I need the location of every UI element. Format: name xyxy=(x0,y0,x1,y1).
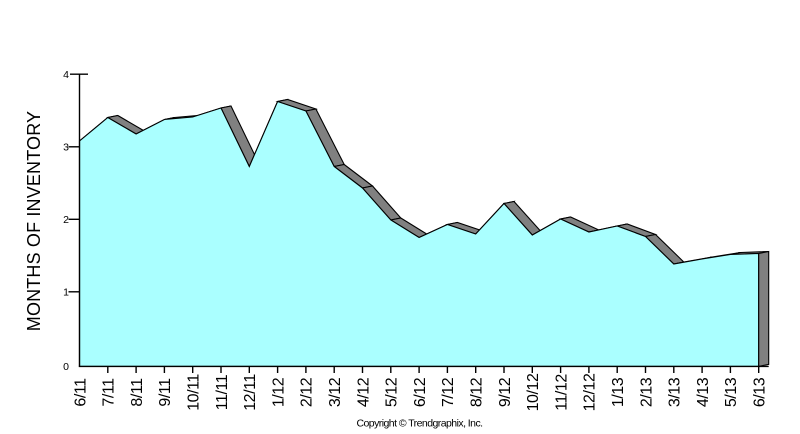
svg-text:11/11: 11/11 xyxy=(214,374,231,410)
svg-text:6/12: 6/12 xyxy=(412,377,429,407)
svg-text:10/12: 10/12 xyxy=(525,373,542,411)
svg-text:10/11: 10/11 xyxy=(186,374,203,411)
svg-text:2/12: 2/12 xyxy=(299,377,316,407)
svg-text:11/12: 11/12 xyxy=(553,374,570,411)
svg-text:3/13: 3/13 xyxy=(667,377,684,407)
svg-text:0: 0 xyxy=(63,361,69,373)
svg-text:Copyright © Trendgraphix, Inc.: Copyright © Trendgraphix, Inc. xyxy=(356,418,482,430)
svg-text:8/11: 8/11 xyxy=(129,378,146,407)
svg-text:MONTHS OF INVENTORY: MONTHS OF INVENTORY xyxy=(24,111,44,331)
svg-text:2: 2 xyxy=(63,214,69,226)
svg-text:9/12: 9/12 xyxy=(497,377,514,407)
svg-text:7/11: 7/11 xyxy=(101,378,118,407)
svg-text:9/11: 9/11 xyxy=(157,378,174,407)
svg-text:6/13: 6/13 xyxy=(752,377,769,407)
svg-text:4: 4 xyxy=(63,69,69,81)
svg-text:12/12: 12/12 xyxy=(582,373,599,411)
svg-text:7/12: 7/12 xyxy=(440,377,457,407)
svg-text:12/11: 12/11 xyxy=(242,374,259,411)
svg-text:1/13: 1/13 xyxy=(610,377,627,407)
svg-text:4/13: 4/13 xyxy=(695,377,712,407)
svg-text:1: 1 xyxy=(63,287,69,299)
svg-text:5/13: 5/13 xyxy=(723,377,740,407)
svg-text:3: 3 xyxy=(63,142,69,154)
svg-text:2/13: 2/13 xyxy=(638,377,655,407)
svg-text:1/12: 1/12 xyxy=(270,377,287,407)
svg-text:3/12: 3/12 xyxy=(327,377,344,407)
svg-text:4/12: 4/12 xyxy=(355,377,372,407)
svg-text:8/12: 8/12 xyxy=(469,377,486,407)
svg-text:5/12: 5/12 xyxy=(384,377,401,407)
svg-text:6/11: 6/11 xyxy=(72,378,89,407)
